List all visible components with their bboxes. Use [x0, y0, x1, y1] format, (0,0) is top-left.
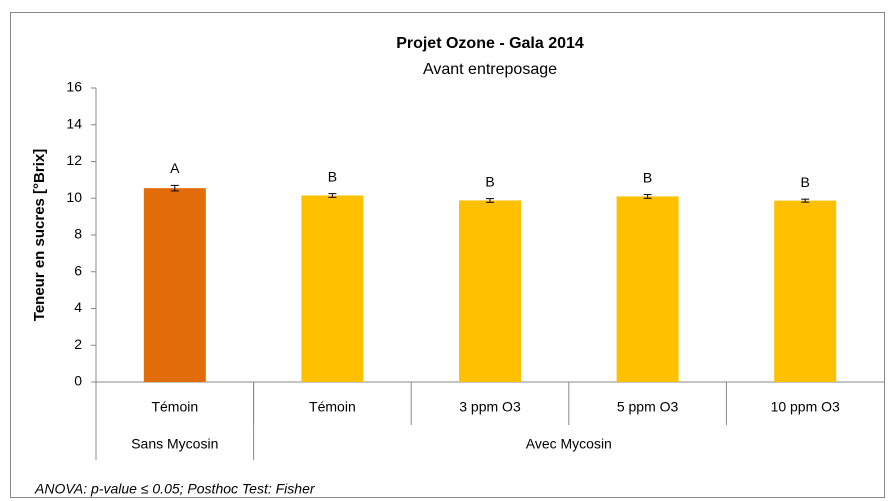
y-tick-label: 8 — [74, 226, 82, 242]
bar — [616, 196, 679, 382]
group-label: Sans Mycosin — [131, 436, 218, 452]
error-bar — [801, 198, 810, 203]
bar — [301, 195, 364, 382]
y-axis-label: Teneur en sucres [°Brix] — [31, 149, 48, 321]
x-tick-label: Témoin — [151, 399, 198, 415]
group-label: Avec Mycosin — [526, 436, 612, 452]
error-bar — [328, 193, 337, 198]
significance-letter: B — [643, 169, 652, 185]
bar — [459, 200, 521, 382]
bar — [143, 188, 206, 382]
y-tick-label: 4 — [74, 299, 82, 315]
chart-border — [10, 12, 885, 498]
y-tick-label: 14 — [66, 115, 82, 131]
bar — [774, 200, 837, 382]
y-tick-label: 0 — [74, 373, 82, 389]
significance-letter: B — [328, 168, 337, 184]
y-tick-label: 10 — [66, 189, 82, 205]
y-tick-label: 6 — [74, 262, 82, 278]
y-tick-label: 2 — [74, 336, 82, 352]
x-tick-label: 10 ppm O3 — [771, 399, 840, 415]
error-bar — [170, 184, 179, 192]
significance-letter: B — [485, 173, 494, 189]
error-bar — [643, 194, 652, 199]
error-bar — [486, 198, 494, 203]
y-tick-label: 16 — [66, 79, 82, 95]
x-tick-label: Témoin — [309, 399, 356, 415]
significance-letter: B — [801, 174, 810, 190]
x-tick-label: 5 ppm O3 — [617, 399, 679, 415]
footnote: ANOVA: p-value ≤ 0.05; Posthoc Test: Fis… — [34, 481, 316, 497]
x-tick-label: 3 ppm O3 — [459, 399, 521, 415]
significance-letter: A — [170, 160, 180, 176]
chart-subtitle: Avant entreposage — [423, 61, 557, 78]
y-tick-label: 12 — [66, 152, 82, 168]
chart-title: Projet Ozone - Gala 2014 — [396, 35, 584, 52]
